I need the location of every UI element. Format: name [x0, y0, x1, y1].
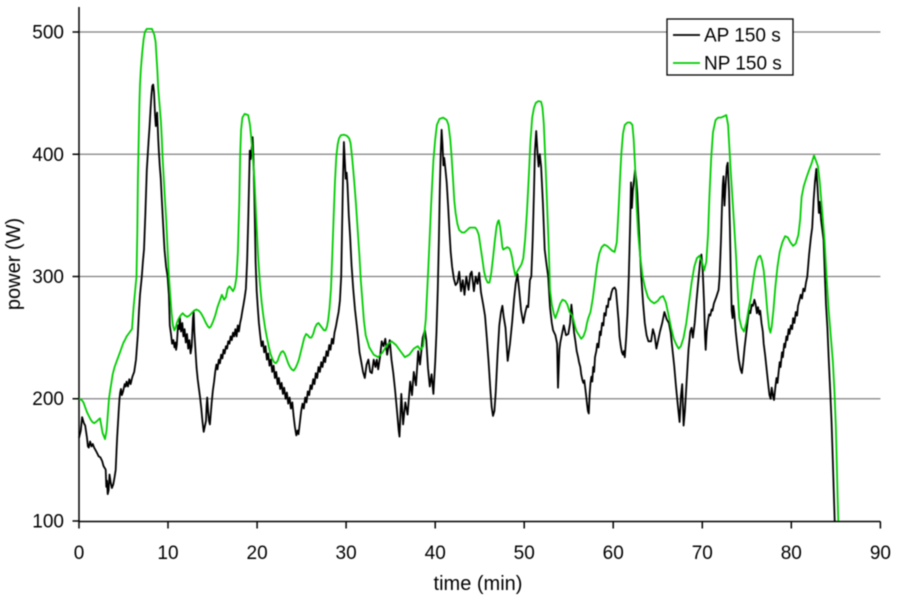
svg-text:power (W): power (W)	[3, 218, 25, 310]
svg-text:0: 0	[74, 543, 85, 564]
svg-text:500: 500	[32, 23, 64, 44]
svg-text:60: 60	[603, 543, 624, 564]
svg-text:40: 40	[425, 543, 446, 564]
svg-text:400: 400	[32, 145, 64, 166]
svg-text:30: 30	[336, 543, 357, 564]
svg-text:10: 10	[157, 543, 178, 564]
svg-text:100: 100	[32, 512, 64, 533]
svg-text:70: 70	[692, 543, 713, 564]
svg-text:80: 80	[781, 543, 802, 564]
svg-text:200: 200	[32, 389, 64, 410]
svg-text:90: 90	[870, 543, 891, 564]
svg-text:50: 50	[514, 543, 535, 564]
svg-text:AP 150 s: AP 150 s	[704, 26, 781, 47]
svg-text:300: 300	[32, 267, 64, 288]
svg-text:NP 150 s: NP 150 s	[704, 54, 782, 75]
svg-text:20: 20	[247, 543, 268, 564]
svg-text:time (min): time (min)	[434, 573, 523, 595]
